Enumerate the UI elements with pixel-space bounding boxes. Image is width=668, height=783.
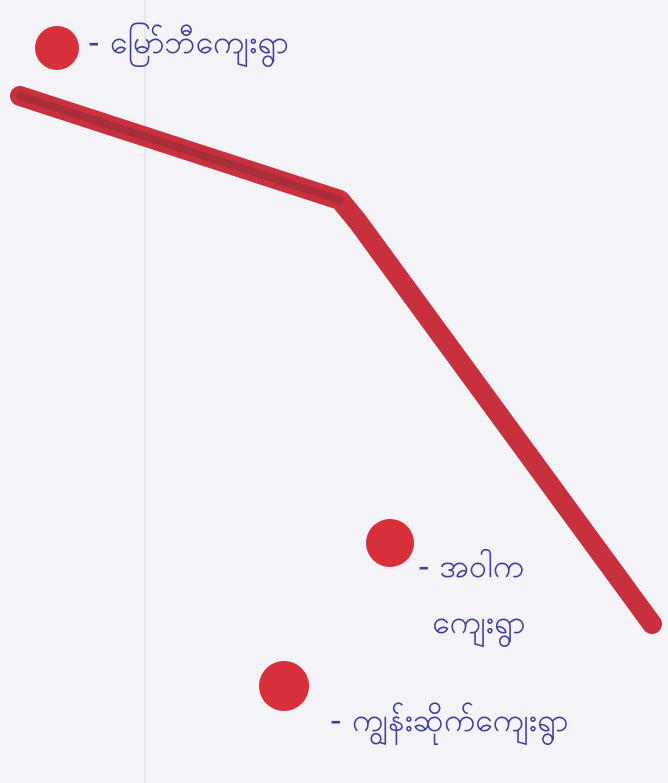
village-marker (35, 26, 79, 70)
road-shade (16, 92, 344, 204)
village-label: - မြော်ဘီကျေးရွာ (88, 23, 289, 67)
village-marker (259, 661, 309, 711)
village-label: - အဝါက (418, 547, 524, 585)
village-marker (366, 519, 414, 567)
village-label: ကျေးရွာ (432, 603, 525, 647)
village-label: - ကျွန်းဆိုက်ကျေးရွာ (330, 701, 568, 746)
